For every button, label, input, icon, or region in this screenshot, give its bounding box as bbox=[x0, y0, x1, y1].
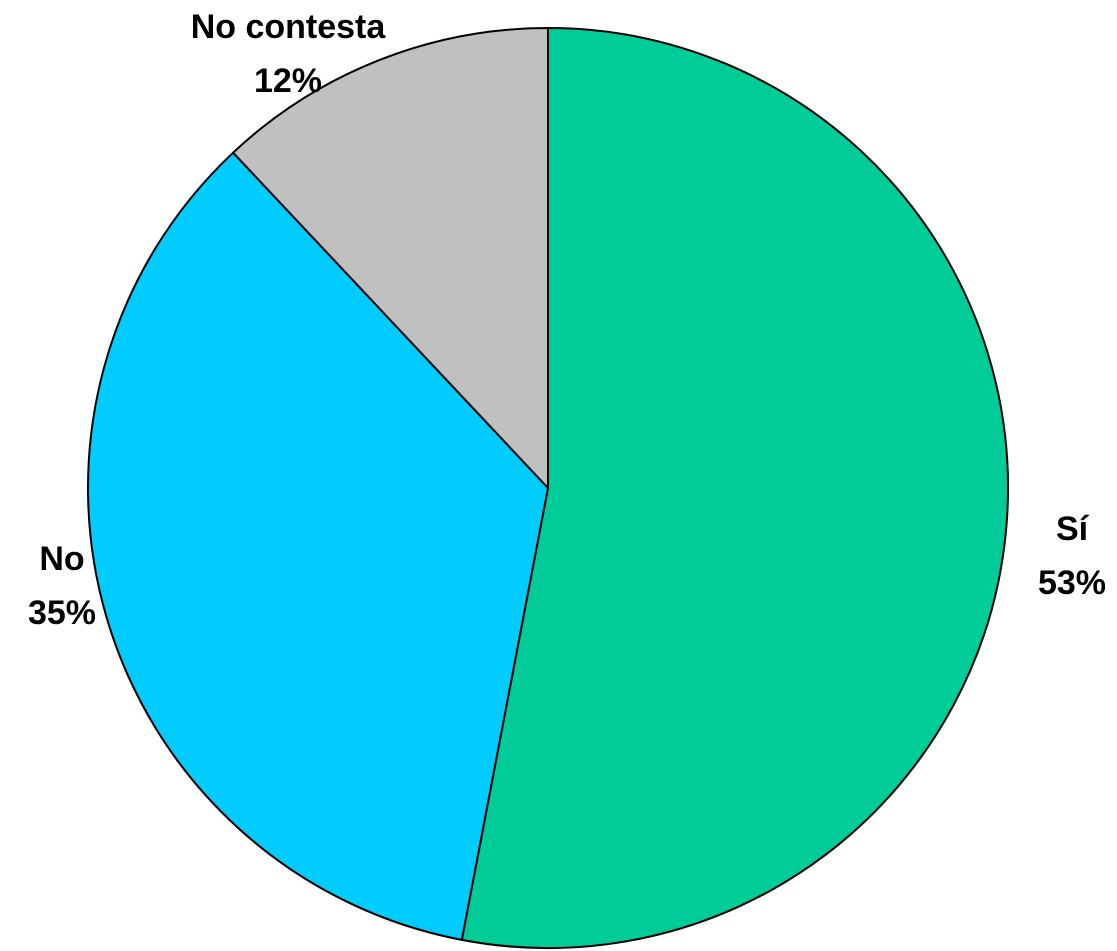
slice-category-label: Sí bbox=[1056, 510, 1090, 548]
slice-percent-label: 35% bbox=[28, 594, 96, 632]
pie-slices bbox=[87, 27, 1009, 949]
pie-labels: Sí 53% No 35% No contesta 12% bbox=[28, 8, 1106, 632]
pie-slice-si bbox=[460, 27, 1009, 949]
slice-percent-label: 53% bbox=[1038, 564, 1106, 602]
pie-slice-no-contesta bbox=[232, 27, 549, 489]
slice-percent-label: 12% bbox=[254, 62, 322, 100]
slice-category-label: No contesta bbox=[191, 8, 387, 46]
pie-slice-no bbox=[87, 151, 549, 941]
slice-category-label: No bbox=[39, 540, 84, 578]
